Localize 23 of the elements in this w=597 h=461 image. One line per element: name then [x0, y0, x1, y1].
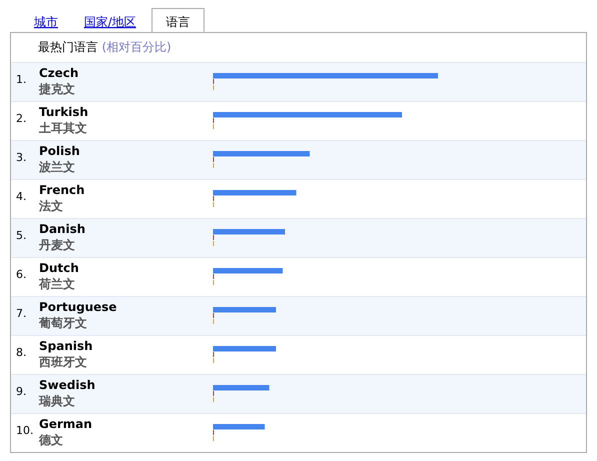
bar — [213, 229, 285, 234]
y-tick-label: 3. Polish 波兰文 — [16, 144, 80, 174]
y-tick-label: 9. Swedish 瑞典文 — [16, 378, 96, 408]
bar — [213, 307, 276, 312]
text: 城市 — [33, 15, 58, 29]
y-tick-label: 6. Dutch 荷兰文 — [16, 261, 79, 291]
y-tick-label: 1. Czech 捷克文 — [16, 66, 79, 96]
bar — [213, 190, 296, 196]
y-tick-label: 4. French 法文 — [16, 183, 85, 213]
text: 国家/地区 — [84, 15, 136, 29]
bar — [213, 346, 276, 352]
y-tick-label: 7. Portuguese 葡萄牙文 — [16, 300, 117, 330]
y-tick-label: 5. Danish 丹麦文 — [16, 222, 86, 252]
y-tick-label: 2. Turkish 土耳其文 — [16, 105, 88, 135]
bar — [213, 385, 270, 390]
bar — [213, 151, 310, 156]
bar — [213, 424, 265, 430]
y-tick-label: 8. Spanish 西班牙文 — [16, 339, 93, 369]
bar — [213, 268, 283, 274]
text: 语言 — [166, 15, 190, 29]
text: 最热门语言 (相对百分比) — [38, 40, 172, 54]
bar — [213, 112, 402, 118]
bar — [213, 73, 438, 78]
